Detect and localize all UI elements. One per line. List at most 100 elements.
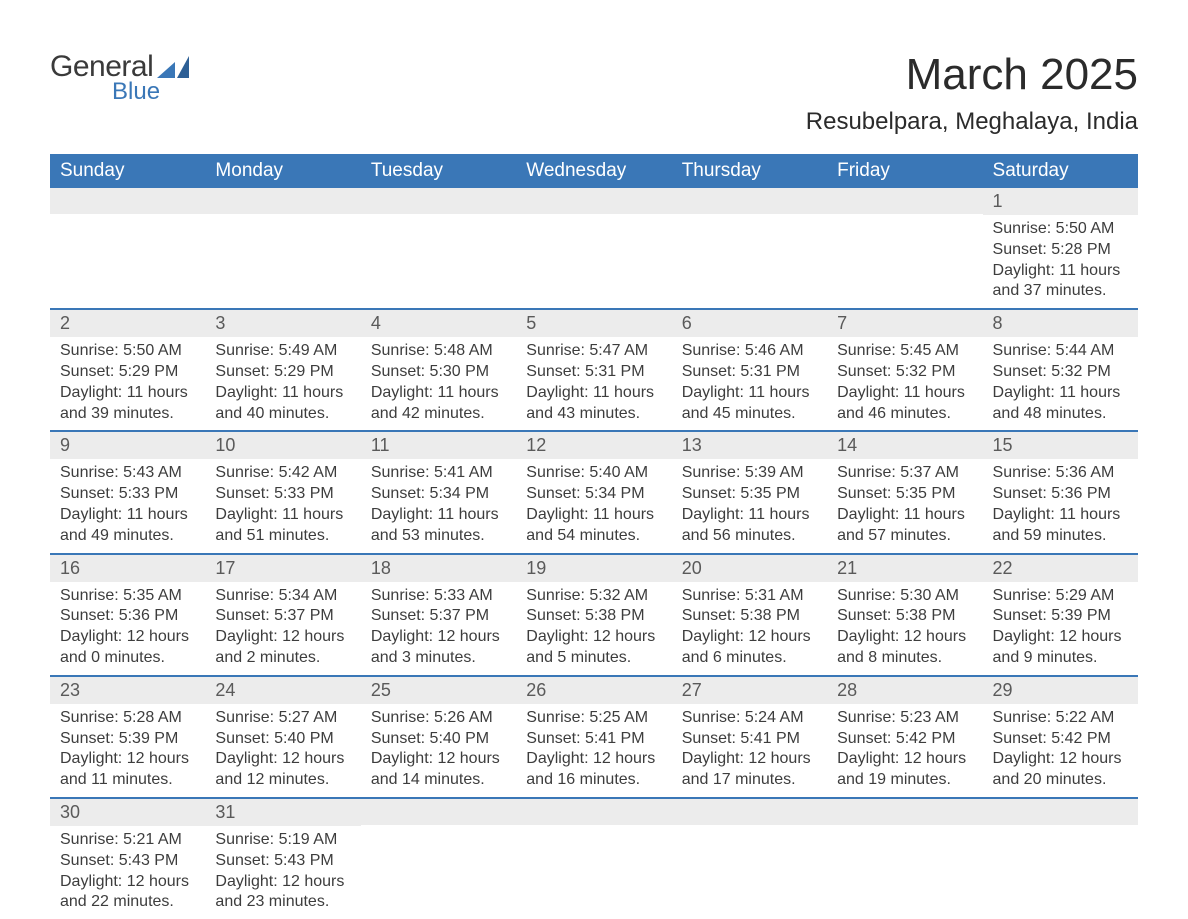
calendar-cell: 16Sunrise: 5:35 AMSunset: 5:36 PMDayligh… — [50, 554, 205, 676]
day-daylight1: Daylight: 11 hours — [682, 383, 817, 404]
day-daylight1: Daylight: 12 hours — [215, 872, 350, 893]
day-sunset: Sunset: 5:35 PM — [837, 484, 972, 505]
day-sunrise: Sunrise: 5:19 AM — [215, 830, 350, 851]
day-daylight1: Daylight: 12 hours — [60, 749, 195, 770]
day-data: Sunrise: 5:22 AMSunset: 5:42 PMDaylight:… — [983, 704, 1138, 797]
day-daylight1: Daylight: 11 hours — [682, 505, 817, 526]
day-sunset: Sunset: 5:38 PM — [682, 606, 817, 627]
day-daylight1: Daylight: 12 hours — [371, 627, 506, 648]
calendar-cell — [827, 798, 982, 919]
day-sunrise: Sunrise: 5:31 AM — [682, 586, 817, 607]
calendar-week-row: 2Sunrise: 5:50 AMSunset: 5:29 PMDaylight… — [50, 309, 1138, 431]
day-daylight1: Daylight: 12 hours — [60, 872, 195, 893]
calendar-cell — [672, 188, 827, 309]
day-daylight1: Daylight: 11 hours — [993, 505, 1128, 526]
day-daylight2: and 46 minutes. — [837, 404, 972, 425]
day-data: Sunrise: 5:21 AMSunset: 5:43 PMDaylight:… — [50, 826, 205, 919]
day-number: 27 — [672, 677, 827, 704]
day-daylight1: Daylight: 12 hours — [837, 627, 972, 648]
calendar-cell: 5Sunrise: 5:47 AMSunset: 5:31 PMDaylight… — [516, 309, 671, 431]
calendar-week-row: 23Sunrise: 5:28 AMSunset: 5:39 PMDayligh… — [50, 676, 1138, 798]
calendar-table: Sunday Monday Tuesday Wednesday Thursday… — [50, 154, 1138, 919]
day-number — [827, 799, 982, 825]
day-data: Sunrise: 5:31 AMSunset: 5:38 PMDaylight:… — [672, 582, 827, 675]
day-sunset: Sunset: 5:40 PM — [371, 729, 506, 750]
calendar-cell: 17Sunrise: 5:34 AMSunset: 5:37 PMDayligh… — [205, 554, 360, 676]
calendar-cell: 4Sunrise: 5:48 AMSunset: 5:30 PMDaylight… — [361, 309, 516, 431]
day-sunset: Sunset: 5:36 PM — [60, 606, 195, 627]
day-sunset: Sunset: 5:32 PM — [993, 362, 1128, 383]
day-number — [672, 188, 827, 214]
day-number: 20 — [672, 555, 827, 582]
day-daylight1: Daylight: 12 hours — [837, 749, 972, 770]
day-sunrise: Sunrise: 5:50 AM — [993, 219, 1128, 240]
day-number — [672, 799, 827, 825]
day-sunset: Sunset: 5:35 PM — [682, 484, 817, 505]
day-daylight1: Daylight: 12 hours — [682, 627, 817, 648]
day-number — [361, 799, 516, 825]
day-sunrise: Sunrise: 5:46 AM — [682, 341, 817, 362]
day-daylight2: and 14 minutes. — [371, 770, 506, 791]
day-sunrise: Sunrise: 5:49 AM — [215, 341, 350, 362]
calendar-cell: 15Sunrise: 5:36 AMSunset: 5:36 PMDayligh… — [983, 431, 1138, 553]
calendar-week-row: 16Sunrise: 5:35 AMSunset: 5:36 PMDayligh… — [50, 554, 1138, 676]
day-sunset: Sunset: 5:38 PM — [526, 606, 661, 627]
day-sunset: Sunset: 5:37 PM — [371, 606, 506, 627]
day-daylight1: Daylight: 11 hours — [526, 505, 661, 526]
day-daylight1: Daylight: 12 hours — [215, 627, 350, 648]
day-daylight2: and 54 minutes. — [526, 526, 661, 547]
day-sunrise: Sunrise: 5:34 AM — [215, 586, 350, 607]
calendar-week-row: 9Sunrise: 5:43 AMSunset: 5:33 PMDaylight… — [50, 431, 1138, 553]
day-number: 21 — [827, 555, 982, 582]
title-location: Resubelpara, Meghalaya, India — [806, 108, 1138, 136]
day-data: Sunrise: 5:32 AMSunset: 5:38 PMDaylight:… — [516, 582, 671, 675]
day-daylight2: and 59 minutes. — [993, 526, 1128, 547]
calendar-cell: 28Sunrise: 5:23 AMSunset: 5:42 PMDayligh… — [827, 676, 982, 798]
day-data: Sunrise: 5:28 AMSunset: 5:39 PMDaylight:… — [50, 704, 205, 797]
day-daylight1: Daylight: 12 hours — [993, 749, 1128, 770]
day-sunrise: Sunrise: 5:43 AM — [60, 463, 195, 484]
day-number: 17 — [205, 555, 360, 582]
calendar-cell: 1Sunrise: 5:50 AMSunset: 5:28 PMDaylight… — [983, 188, 1138, 309]
day-sunrise: Sunrise: 5:30 AM — [837, 586, 972, 607]
day-number: 6 — [672, 310, 827, 337]
day-number: 28 — [827, 677, 982, 704]
day-data: Sunrise: 5:35 AMSunset: 5:36 PMDaylight:… — [50, 582, 205, 675]
day-number: 23 — [50, 677, 205, 704]
day-number: 22 — [983, 555, 1138, 582]
weekday-friday: Friday — [827, 154, 982, 188]
day-number: 1 — [983, 188, 1138, 215]
day-number — [827, 188, 982, 214]
calendar-cell: 14Sunrise: 5:37 AMSunset: 5:35 PMDayligh… — [827, 431, 982, 553]
calendar-cell — [361, 798, 516, 919]
day-sunset: Sunset: 5:32 PM — [837, 362, 972, 383]
day-daylight1: Daylight: 11 hours — [993, 383, 1128, 404]
calendar-cell: 3Sunrise: 5:49 AMSunset: 5:29 PMDaylight… — [205, 309, 360, 431]
day-daylight1: Daylight: 12 hours — [682, 749, 817, 770]
day-daylight2: and 3 minutes. — [371, 648, 506, 669]
calendar-cell — [983, 798, 1138, 919]
day-data: Sunrise: 5:23 AMSunset: 5:42 PMDaylight:… — [827, 704, 982, 797]
calendar-cell: 22Sunrise: 5:29 AMSunset: 5:39 PMDayligh… — [983, 554, 1138, 676]
calendar-cell: 6Sunrise: 5:46 AMSunset: 5:31 PMDaylight… — [672, 309, 827, 431]
calendar-week-row: 30Sunrise: 5:21 AMSunset: 5:43 PMDayligh… — [50, 798, 1138, 919]
day-data: Sunrise: 5:33 AMSunset: 5:37 PMDaylight:… — [361, 582, 516, 675]
calendar-cell: 29Sunrise: 5:22 AMSunset: 5:42 PMDayligh… — [983, 676, 1138, 798]
day-number: 19 — [516, 555, 671, 582]
day-daylight1: Daylight: 12 hours — [215, 749, 350, 770]
day-number — [516, 188, 671, 214]
day-sunset: Sunset: 5:41 PM — [526, 729, 661, 750]
day-data: Sunrise: 5:43 AMSunset: 5:33 PMDaylight:… — [50, 459, 205, 552]
day-number — [50, 188, 205, 214]
day-number: 12 — [516, 432, 671, 459]
day-daylight2: and 17 minutes. — [682, 770, 817, 791]
day-data: Sunrise: 5:19 AMSunset: 5:43 PMDaylight:… — [205, 826, 360, 919]
day-daylight2: and 11 minutes. — [60, 770, 195, 791]
day-daylight2: and 22 minutes. — [60, 892, 195, 913]
day-number: 18 — [361, 555, 516, 582]
day-sunrise: Sunrise: 5:33 AM — [371, 586, 506, 607]
day-sunset: Sunset: 5:42 PM — [993, 729, 1128, 750]
day-sunset: Sunset: 5:42 PM — [837, 729, 972, 750]
day-sunrise: Sunrise: 5:23 AM — [837, 708, 972, 729]
day-number: 9 — [50, 432, 205, 459]
